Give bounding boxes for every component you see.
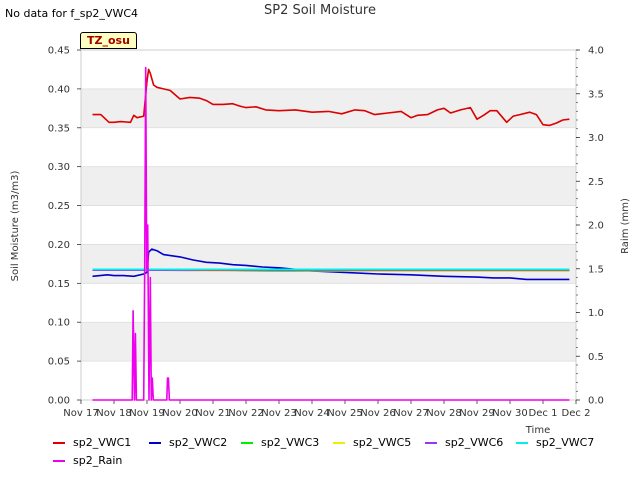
band bbox=[81, 322, 576, 362]
y-tick-label: 0.40 bbox=[48, 84, 70, 95]
legend-label: sp2_VWC1 bbox=[73, 436, 132, 449]
x-tick-label: Nov 24 bbox=[294, 408, 329, 419]
y-tick-label: 0.15 bbox=[48, 279, 70, 290]
background-bands bbox=[81, 88, 576, 362]
y-tick-label: 0.20 bbox=[48, 240, 70, 251]
y-tick-label: 0.00 bbox=[48, 396, 70, 407]
x-tick-label: Dec 2 bbox=[562, 408, 591, 419]
series-line-sp2_VWC1 bbox=[92, 68, 570, 127]
y-tick-label: 0.05 bbox=[48, 357, 70, 368]
y-axis-right: 0.0 0.5 1.0 1.5 2.0 2.5 3.0 3.5 4.0 bbox=[576, 46, 604, 407]
series-line-sp2_Rain bbox=[92, 66, 570, 401]
x-tick-label: Nov 17 bbox=[63, 408, 98, 419]
x-tick-label: Nov 25 bbox=[327, 408, 362, 419]
legend-swatch bbox=[53, 460, 65, 462]
y2-tick-label: 0.5 bbox=[588, 352, 604, 363]
x-tick-label: Nov 28 bbox=[426, 408, 461, 419]
x-tick-label: Nov 18 bbox=[96, 408, 131, 419]
y2-tick-label: 2.0 bbox=[588, 221, 604, 232]
x-tick-label: Nov 20 bbox=[162, 408, 197, 419]
y2-tick-label: 2.5 bbox=[588, 177, 604, 188]
chart-title: SP2 Soil Moisture bbox=[263, 3, 376, 18]
y2-tick-label: 3.0 bbox=[588, 133, 604, 144]
y2-tick-label: 1.5 bbox=[588, 264, 604, 275]
y-tick-label: 0.35 bbox=[48, 123, 70, 134]
y2-axis-label: Raim (mm) bbox=[620, 198, 631, 254]
no-data-note: No data for f_sp2_VWC4 bbox=[5, 7, 139, 20]
y-tick-label: 0.45 bbox=[48, 46, 70, 57]
y-tick-label: 0.10 bbox=[48, 318, 70, 329]
y-tick-label: 0.25 bbox=[48, 201, 70, 212]
band bbox=[81, 88, 576, 128]
x-tick-label: Nov 19 bbox=[129, 408, 164, 419]
y2-tick-label: 1.0 bbox=[588, 308, 604, 319]
x-tick-label: Nov 21 bbox=[195, 408, 230, 419]
band bbox=[81, 244, 576, 284]
legend-swatch bbox=[516, 442, 528, 444]
y-axis-label: Soil Moisture (m3/m3) bbox=[10, 171, 21, 282]
y2-tick-label: 3.5 bbox=[588, 89, 604, 100]
legend-swatch bbox=[53, 442, 65, 444]
x-tick-label: Nov 23 bbox=[261, 408, 296, 419]
x-tick-label: Nov 30 bbox=[492, 408, 527, 419]
legend-swatch bbox=[425, 442, 437, 444]
legend-label: sp2_VWC3 bbox=[261, 436, 320, 449]
legend-label: sp2_VWC2 bbox=[169, 436, 228, 449]
series-line-sp2_VWC2 bbox=[92, 248, 570, 281]
series-lines bbox=[92, 66, 570, 401]
x-tick-label: Dec 1 bbox=[529, 408, 558, 419]
legend-label: sp2_VWC7 bbox=[536, 436, 595, 449]
x-axis-label: Time bbox=[525, 425, 550, 436]
y-axis-left: 0.00 0.05 0.10 0.15 0.20 0.25 0.30 0.35 0.40 0.45 bbox=[48, 46, 81, 407]
legend-swatch bbox=[333, 442, 345, 444]
x-tick-label: Nov 27 bbox=[393, 408, 428, 419]
x-tick-label: Nov 29 bbox=[459, 408, 494, 419]
y2-tick-label: 4.0 bbox=[588, 46, 604, 57]
legend-swatch bbox=[149, 442, 161, 444]
x-tick-label: Nov 22 bbox=[228, 408, 263, 419]
y2-tick-label: 0.0 bbox=[588, 396, 604, 407]
legend-label: sp2_Rain bbox=[73, 454, 123, 467]
x-tick-label: Nov 26 bbox=[360, 408, 395, 419]
y-tick-label: 0.30 bbox=[48, 162, 70, 173]
legend-label: sp2_VWC6 bbox=[445, 436, 504, 449]
legend-label: sp2_VWC5 bbox=[353, 436, 412, 449]
timezone-badge: TZ_osu bbox=[80, 32, 137, 49]
legend-swatch bbox=[241, 442, 253, 444]
band bbox=[81, 166, 576, 206]
